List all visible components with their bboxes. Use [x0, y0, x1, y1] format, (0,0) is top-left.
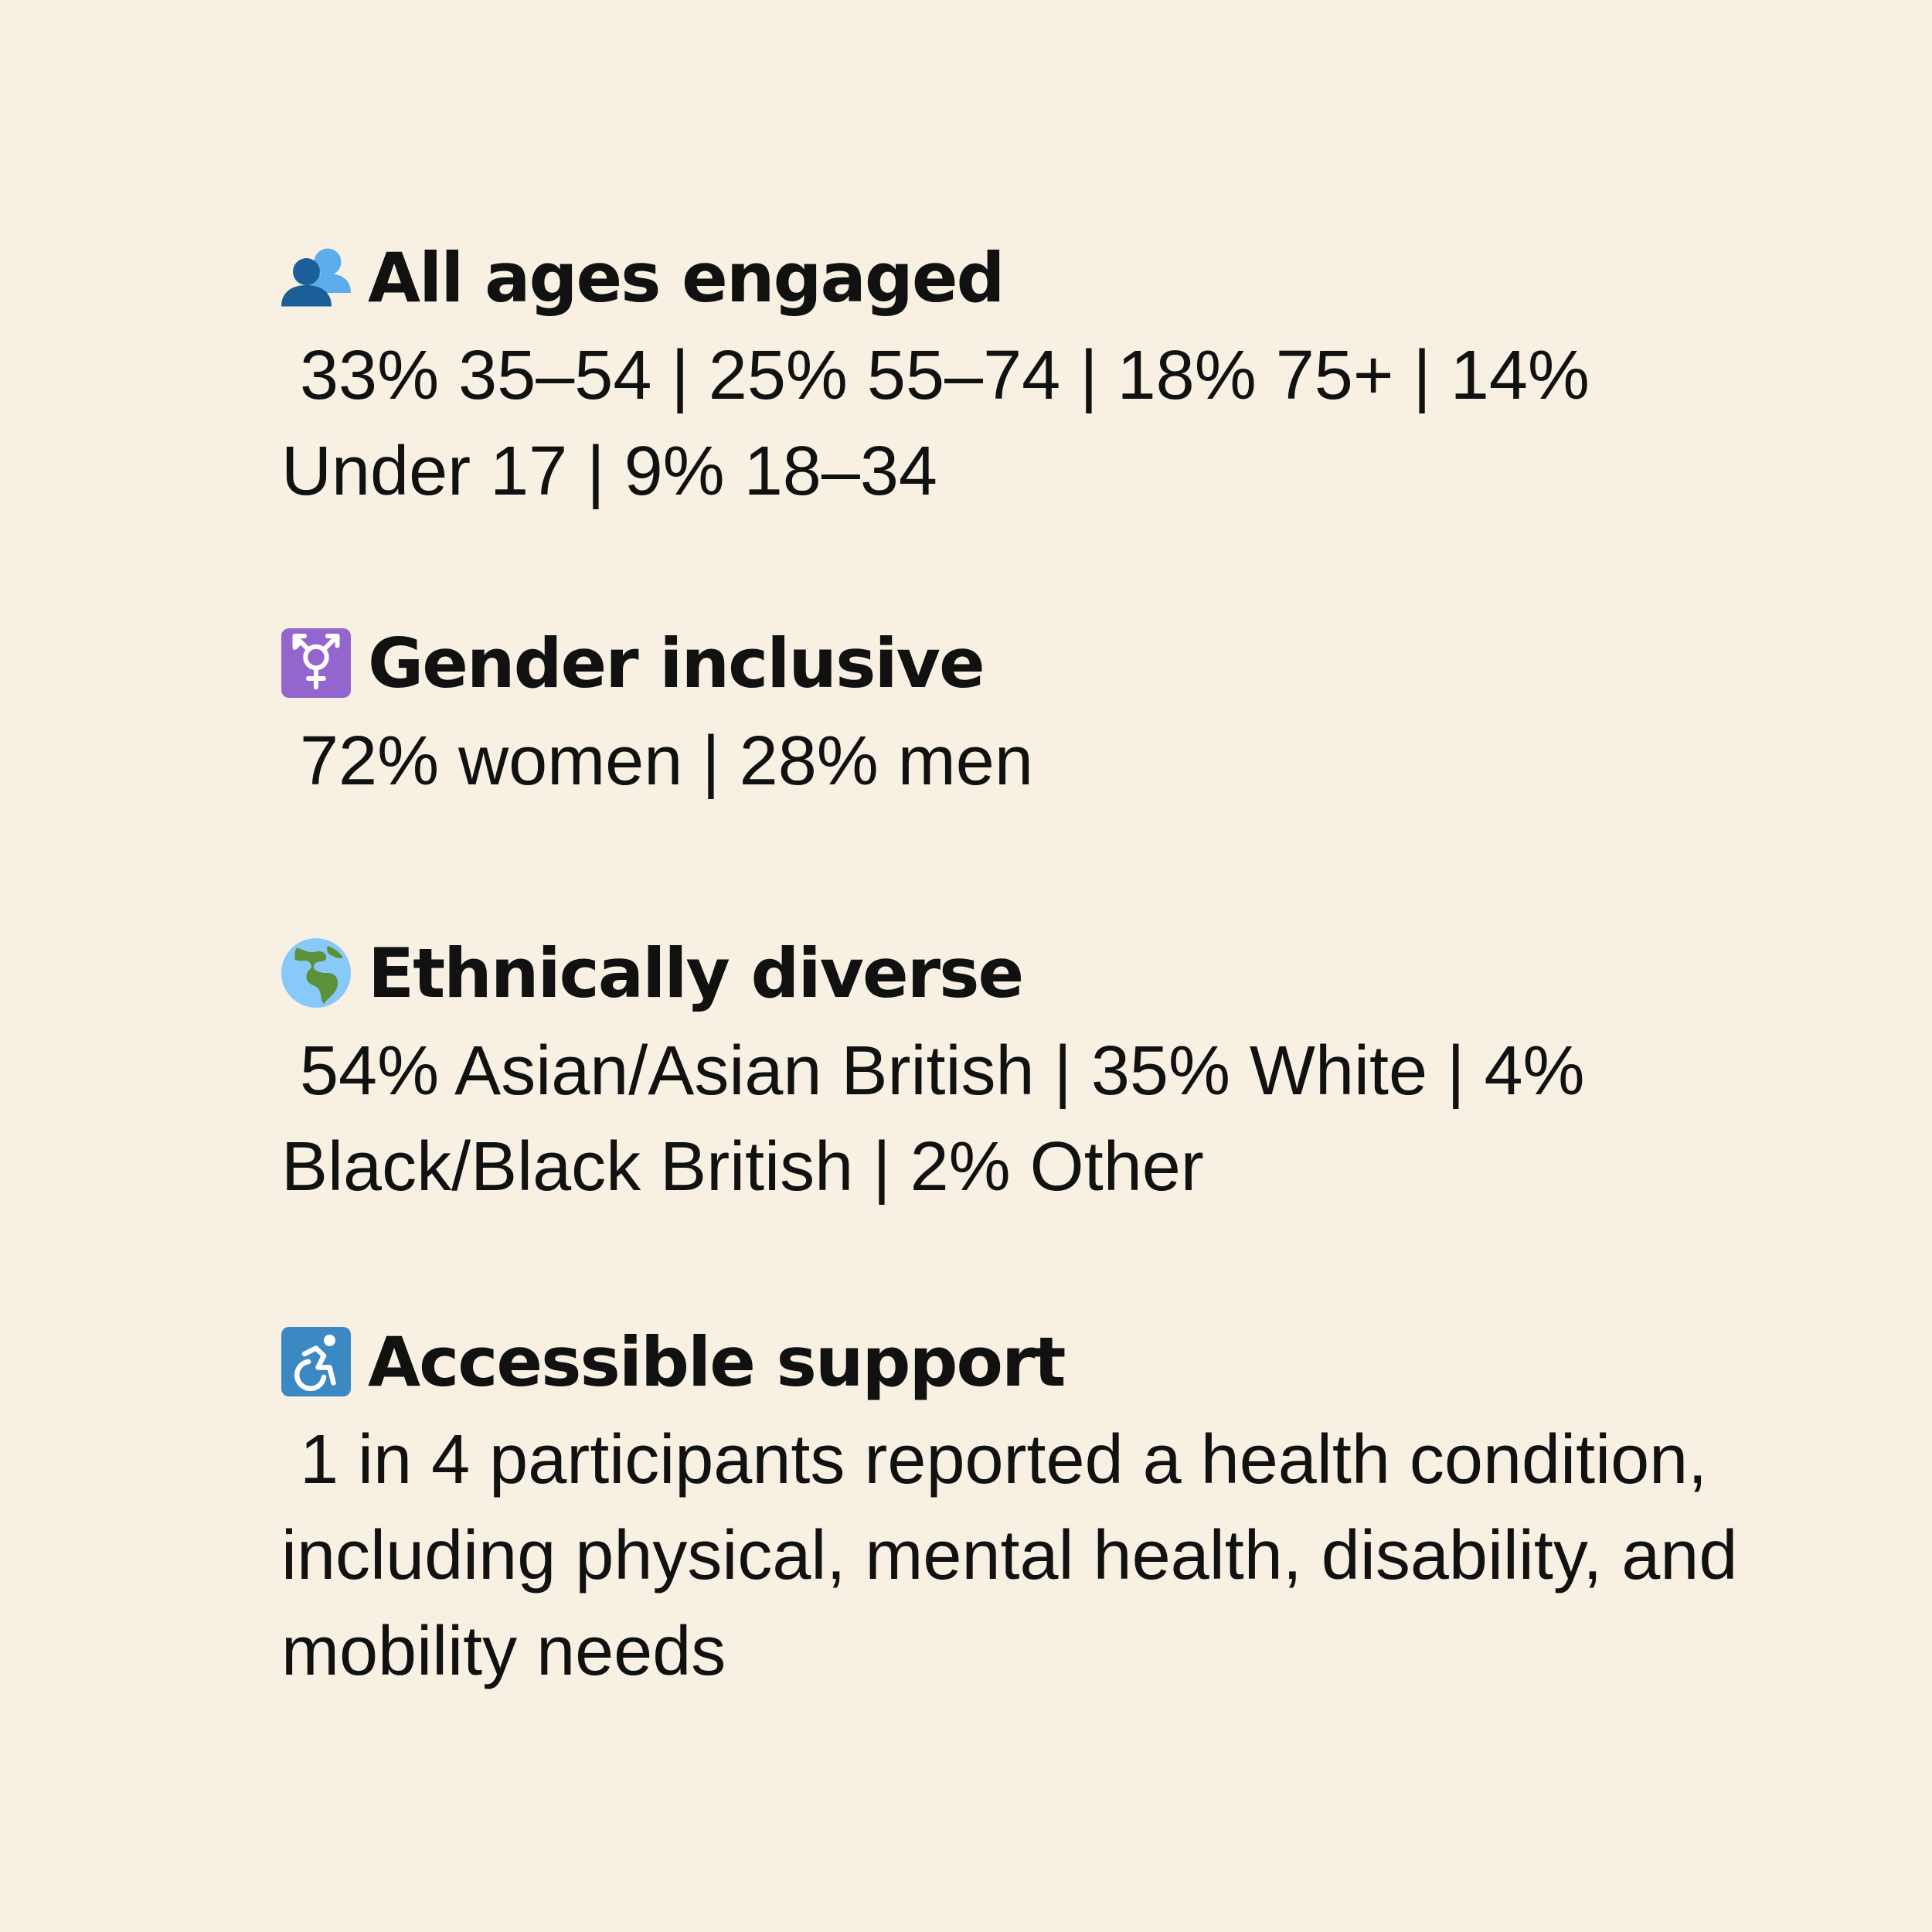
- body-line: including physical, mental health, disab…: [281, 1517, 1738, 1594]
- heading: Accessible support: [368, 1321, 1066, 1402]
- section: Ethnically diverse 54% Asian/Asian Briti…: [281, 927, 1827, 1215]
- heading: All ages engaged: [368, 237, 1005, 318]
- icon-gender: [281, 628, 351, 698]
- body-line: Black/Black British | 2% Other: [281, 1128, 1204, 1206]
- section-header: All ages engaged: [281, 231, 1827, 324]
- section-header: Accessible support: [281, 1315, 1827, 1408]
- body-line: 33% 35–54 | 25% 55–74 | 18% 75+ | 14%: [300, 337, 1590, 414]
- body: 72% women | 28% men: [281, 713, 1827, 809]
- section-header: Gender inclusive: [281, 617, 1827, 709]
- section: Gender inclusive 72% women | 28% men: [281, 617, 1827, 809]
- body: 54% Asian/Asian British | 35% White | 4%…: [281, 1023, 1827, 1215]
- icon-globe: [281, 938, 351, 1008]
- body: 33% 35–54 | 25% 55–74 | 18% 75+ | 14% Un…: [281, 328, 1827, 519]
- section: Accessible support 1 in 4 participants r…: [281, 1315, 1827, 1699]
- body-line: mobility needs: [281, 1613, 726, 1690]
- body-line: 54% Asian/Asian British | 35% White | 4%: [300, 1032, 1585, 1110]
- heading: Ethnically diverse: [368, 933, 1024, 1013]
- body-line: 72% women | 28% men: [300, 723, 1033, 800]
- body-line: Under 17 | 9% 18–34: [281, 433, 937, 510]
- icon-wheelchair: [281, 1327, 351, 1396]
- body: 1 in 4 participants reported a health co…: [281, 1412, 1827, 1699]
- section-header: Ethnically diverse: [281, 927, 1827, 1019]
- body-line: 1 in 4 participants reported a health co…: [300, 1421, 1708, 1498]
- icon-people: [281, 248, 351, 307]
- heading: Gender inclusive: [368, 623, 985, 703]
- section: All ages engaged 33% 35–54 | 25% 55–74 |…: [281, 231, 1827, 519]
